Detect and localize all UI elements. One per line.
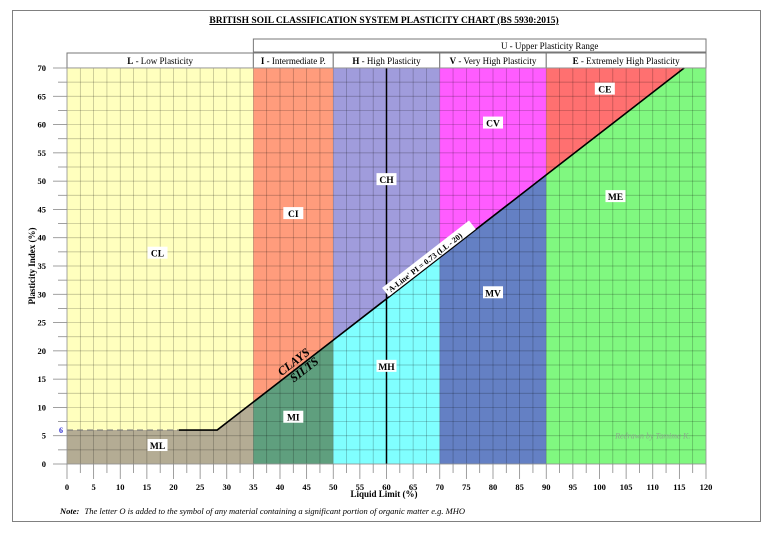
- y-tick-label: 10: [38, 402, 47, 412]
- x-tick-label: 45: [302, 482, 311, 492]
- zone-label-cl: CL: [151, 250, 164, 260]
- zone-label-cv: CV: [486, 120, 500, 130]
- x-tick-label: 105: [620, 482, 633, 492]
- x-tick-label: 20: [169, 482, 178, 492]
- range-header-i: I - Intermediate P.: [261, 56, 326, 66]
- y-tick-label: 55: [38, 148, 47, 158]
- y-tick-label: 70: [38, 63, 47, 73]
- y-tick-label: 65: [38, 91, 47, 101]
- zone-ml: [67, 402, 254, 464]
- x-tick-label: 55: [356, 482, 365, 492]
- y-tick-label: 50: [38, 176, 47, 186]
- zone-ci: [253, 68, 334, 403]
- range-header-v: V - Very High Plasticity: [450, 56, 537, 66]
- zone-me: [546, 68, 706, 464]
- zone-label-me: ME: [608, 193, 623, 203]
- x-tick-label: 70: [436, 482, 445, 492]
- x-tick-label: 110: [647, 482, 659, 492]
- x-tick-label: 35: [249, 482, 258, 492]
- upper-range-header: U - Upper Plasticity Range: [501, 41, 598, 51]
- x-tick-label: 0: [65, 482, 69, 492]
- zone-mi: [253, 340, 334, 464]
- y-tick-label: 25: [38, 318, 47, 328]
- x-tick-label: 65: [409, 482, 418, 492]
- x-tick-label: 120: [700, 482, 713, 492]
- footnote-text: The letter O is added to the symbol of a…: [84, 506, 465, 516]
- y-tick-label: 5: [42, 431, 46, 441]
- y-tick-label: 30: [38, 289, 47, 299]
- x-tick-label: 85: [515, 482, 524, 492]
- zone-label-mh: MH: [378, 363, 395, 373]
- range-headers: U - Upper Plasticity Range L - Low Plasti…: [66, 38, 707, 69]
- x-axis-label: Liquid Limit (%): [350, 489, 417, 499]
- y-axis-label: Plasticity Index (%): [27, 228, 37, 305]
- x-tick-label: 75: [462, 482, 471, 492]
- pi6-marker: 6: [59, 426, 63, 435]
- range-header-l: L - Low Plasticity: [127, 56, 193, 66]
- zone-mv: [439, 174, 547, 465]
- x-tick-label: 50: [329, 482, 338, 492]
- x-tick-label: 100: [593, 482, 606, 492]
- x-tick-label: 80: [489, 482, 498, 492]
- range-header-h: H - High Plasticity: [352, 56, 421, 66]
- y-tick-label: 20: [38, 346, 47, 356]
- y-tick-label: 40: [38, 233, 47, 243]
- y-tick-label: 35: [38, 261, 47, 271]
- x-tick-label: 40: [276, 482, 285, 492]
- zone-label-mv: MV: [485, 289, 501, 299]
- a-line: [178, 67, 685, 431]
- x-tick-label: 60: [382, 482, 391, 492]
- y-tick-label: 60: [38, 120, 47, 130]
- watermark: Redrawn by Tamima K.: [614, 432, 690, 441]
- x-tick-label: 90: [542, 482, 551, 492]
- y-tick-label: 0: [42, 459, 46, 469]
- x-tick-label: 15: [143, 482, 152, 492]
- x-tick-label: 30: [223, 482, 232, 492]
- zone-cv: [439, 68, 547, 258]
- y-tick-label: 45: [38, 204, 47, 214]
- zone-label-ml: ML: [150, 442, 165, 452]
- zone-label-ch: CH: [379, 176, 394, 186]
- zone-label-ci: CI: [288, 210, 299, 220]
- footnote-prefix: Note:: [59, 506, 80, 516]
- x-tick-label: 95: [569, 482, 578, 492]
- x-tick-label: 25: [196, 482, 205, 492]
- zone-areas: [67, 68, 706, 465]
- y-tick-label: 15: [38, 374, 47, 384]
- x-tick-label: 5: [92, 482, 96, 492]
- chart-title: BRITISH SOIL CLASSIFICATION SYSTEM PLAST…: [209, 15, 558, 26]
- zone-label-mi: MI: [287, 414, 300, 424]
- zone-labels: CL ML CI MI CH MH CV MV CE ME: [147, 82, 626, 452]
- zone-label-ce: CE: [598, 86, 611, 96]
- range-header-e: E - Extremely High Plasticity: [573, 56, 680, 66]
- x-tick-label: 115: [673, 482, 685, 492]
- axes: 0 5 10 15 20 25 30 35 40 45 50 55 60 65 70 75 80 85 90 95 10…: [38, 63, 713, 492]
- footnote: Note: The letter O is added to the symbo…: [59, 506, 465, 516]
- x-tick-label: 10: [116, 482, 125, 492]
